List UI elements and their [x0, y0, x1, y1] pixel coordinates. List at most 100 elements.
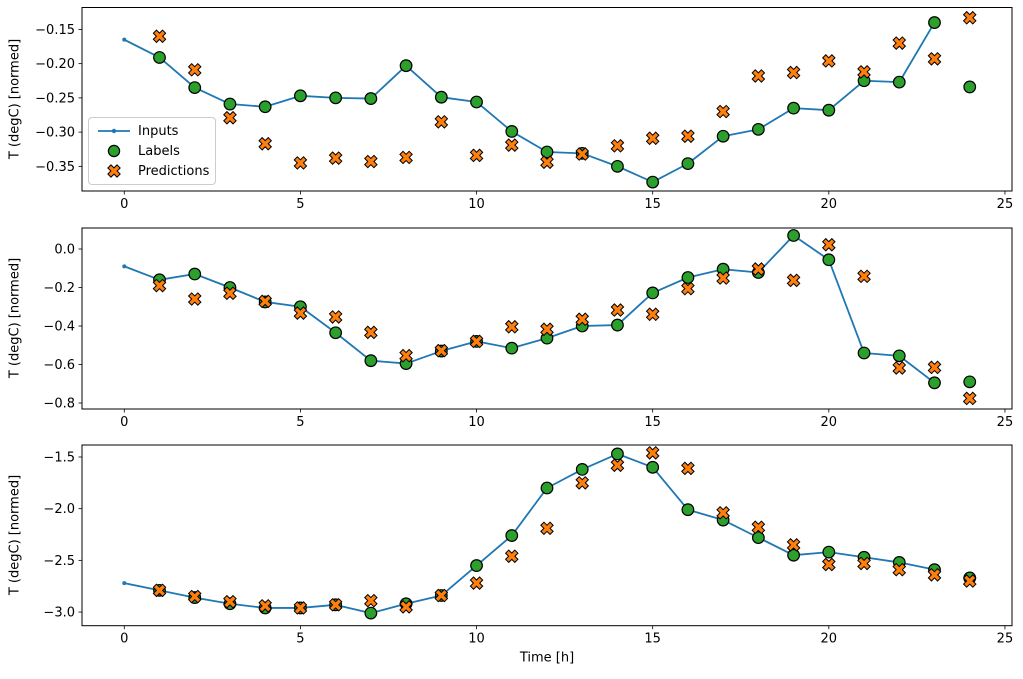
predictions-point [293, 601, 308, 615]
y-axis-label-subplot-2: T (degC) [normed] [7, 257, 23, 379]
y-tick-label: −0.4 [43, 320, 75, 335]
predictions-point [328, 310, 343, 324]
series-predictions [152, 10, 977, 170]
predictions-point [187, 62, 202, 77]
labels-point [223, 97, 237, 111]
predictions-point [364, 154, 378, 169]
predictions-point [434, 114, 449, 129]
y-tick-label: −3.0 [43, 606, 75, 621]
x-tick-label: 25 [997, 632, 1014, 647]
predictions-point [540, 155, 554, 170]
labels-point [751, 531, 765, 545]
predictions-point [962, 10, 977, 25]
predictions-point [223, 286, 237, 301]
x-tick-label: 10 [468, 632, 485, 647]
y-tick-label: 0.0 [54, 242, 75, 257]
predictions-point [223, 594, 237, 609]
labels-point [892, 75, 906, 89]
predictions-point [857, 65, 871, 79]
labels-point [294, 89, 307, 103]
predictions-point [152, 278, 167, 293]
predictions-point [927, 51, 942, 66]
x-tick-label: 5 [296, 632, 304, 647]
predictions-point [610, 303, 625, 317]
labels-point [188, 267, 202, 281]
predictions-point [399, 600, 413, 614]
labels-point [751, 122, 765, 136]
labels-point [681, 271, 695, 284]
labels-point [364, 92, 378, 105]
x-tick-label: 10 [468, 415, 485, 430]
x-tick-label: 15 [644, 197, 661, 212]
predictions-point [469, 334, 484, 349]
predictions-point [540, 521, 554, 536]
axes-border [81, 7, 1013, 192]
predictions-point [927, 360, 942, 375]
predictions-point [716, 505, 730, 520]
x-tick-label: 20 [821, 632, 838, 647]
x-tick-label: 5 [296, 197, 304, 212]
predictions-point [504, 138, 519, 152]
labels-point [611, 318, 624, 332]
predictions-point [575, 475, 590, 490]
labels-point [963, 375, 977, 389]
labels-point [434, 90, 448, 104]
y-tick-label: −0.25 [35, 91, 75, 106]
predictions-point [152, 583, 167, 598]
subplot-1: 0 5 10 15 20 25 −0.15 −0.20 −0.25 −0.30 −0.35 [35, 7, 1014, 212]
predictions-point [152, 29, 167, 44]
legend-item-predictions: Predictions [97, 161, 211, 181]
labels-circle-icon [107, 144, 121, 158]
predictions-point [187, 292, 202, 306]
legend: Inputs Labels Predictions [88, 117, 216, 185]
y-tick-label: −0.8 [43, 397, 75, 412]
predictions-point [575, 147, 590, 161]
labels-point [399, 59, 413, 73]
predictions-x-icon [107, 164, 121, 178]
labels-point [153, 51, 166, 64]
inputs-point [122, 37, 127, 42]
labels-point [470, 559, 483, 572]
predictions-point [540, 322, 554, 337]
labels-point [505, 341, 519, 355]
predictions-point [399, 150, 413, 165]
y-tick-label: −0.2 [43, 281, 75, 296]
labels-point [822, 253, 836, 267]
y-tick-label: −0.35 [35, 160, 75, 175]
labels-point [892, 349, 906, 363]
predictions-point [258, 294, 273, 309]
labels-point [505, 125, 519, 138]
y-tick-label: −0.20 [35, 57, 75, 72]
x-tick-label: 0 [120, 632, 128, 647]
inputs-line [124, 452, 935, 614]
labels-point [329, 91, 343, 105]
predictions-point [962, 574, 977, 588]
labels-point [575, 463, 589, 476]
predictions-point [821, 54, 836, 68]
predictions-point [892, 36, 907, 50]
subplot-2: 0 5 10 15 20 25 0.0 −0.2 −0.4 −0.6 −0.8 [43, 227, 1014, 430]
labels-point [646, 175, 660, 189]
labels-point [787, 548, 800, 562]
x-tick-label: 25 [997, 197, 1014, 212]
predictions-point [328, 151, 343, 165]
inputs-point [122, 264, 127, 269]
series-labels [153, 229, 977, 390]
series-labels [153, 447, 977, 620]
legend-label-predictions: Predictions [138, 163, 210, 179]
labels-point [611, 159, 624, 173]
predictions-point [504, 549, 519, 564]
predictions-point [681, 281, 695, 296]
x-tick-label: 25 [997, 415, 1014, 430]
predictions-point [821, 557, 836, 572]
legend-label-inputs: Inputs [138, 123, 179, 139]
x-tick-label: 20 [821, 197, 838, 212]
predictions-point [364, 325, 378, 340]
series-inputs [122, 451, 937, 616]
predictions-point [645, 307, 660, 322]
y-tick-label: −1.5 [43, 450, 75, 465]
labels-point [364, 606, 378, 620]
labels-point [329, 326, 343, 340]
